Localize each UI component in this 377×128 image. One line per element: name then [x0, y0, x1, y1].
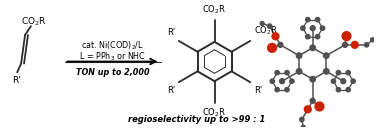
Text: L = PPh$_3$ or NHC: L = PPh$_3$ or NHC — [79, 50, 146, 63]
Circle shape — [280, 79, 285, 84]
Circle shape — [341, 79, 346, 84]
Circle shape — [310, 98, 315, 103]
Circle shape — [301, 125, 305, 128]
Text: CO$_2$R: CO$_2$R — [202, 4, 227, 16]
Circle shape — [310, 45, 316, 51]
Circle shape — [296, 69, 302, 74]
Text: CO$_2$R: CO$_2$R — [202, 107, 227, 119]
Text: CO$_2$R: CO$_2$R — [254, 24, 278, 37]
Text: R': R' — [254, 86, 262, 95]
Circle shape — [371, 38, 375, 42]
Circle shape — [365, 43, 369, 47]
Circle shape — [342, 32, 351, 41]
Circle shape — [275, 88, 279, 92]
Circle shape — [323, 53, 329, 58]
Circle shape — [320, 26, 325, 30]
Circle shape — [275, 71, 279, 75]
Circle shape — [304, 106, 311, 113]
Text: R': R' — [167, 28, 175, 37]
Circle shape — [310, 76, 316, 82]
Circle shape — [336, 88, 340, 92]
Circle shape — [285, 71, 289, 75]
Circle shape — [316, 34, 320, 39]
Text: TON up to 2,000: TON up to 2,000 — [76, 68, 149, 77]
Circle shape — [331, 79, 336, 83]
Circle shape — [315, 102, 324, 111]
Circle shape — [268, 43, 276, 52]
Text: cat. Ni(COD)$_2$/L: cat. Ni(COD)$_2$/L — [81, 40, 144, 52]
Circle shape — [260, 22, 264, 25]
Circle shape — [301, 26, 305, 30]
Circle shape — [285, 88, 289, 92]
Circle shape — [346, 88, 350, 92]
Circle shape — [267, 24, 272, 28]
Text: R': R' — [12, 76, 21, 85]
Circle shape — [310, 26, 315, 31]
Circle shape — [306, 18, 310, 22]
Circle shape — [336, 71, 340, 75]
Circle shape — [296, 53, 302, 58]
Text: CO$_2$R: CO$_2$R — [21, 15, 47, 28]
Circle shape — [290, 79, 294, 83]
Circle shape — [351, 79, 355, 83]
Circle shape — [343, 42, 348, 47]
Circle shape — [278, 42, 283, 47]
Circle shape — [272, 33, 279, 40]
Circle shape — [323, 69, 329, 74]
Circle shape — [270, 79, 274, 83]
Circle shape — [351, 41, 358, 48]
Circle shape — [346, 71, 350, 75]
Text: regioselectivity up to >99 : 1: regioselectivity up to >99 : 1 — [128, 115, 265, 124]
Circle shape — [300, 117, 304, 122]
Text: R': R' — [167, 86, 175, 95]
Circle shape — [306, 34, 310, 39]
Circle shape — [316, 18, 320, 22]
